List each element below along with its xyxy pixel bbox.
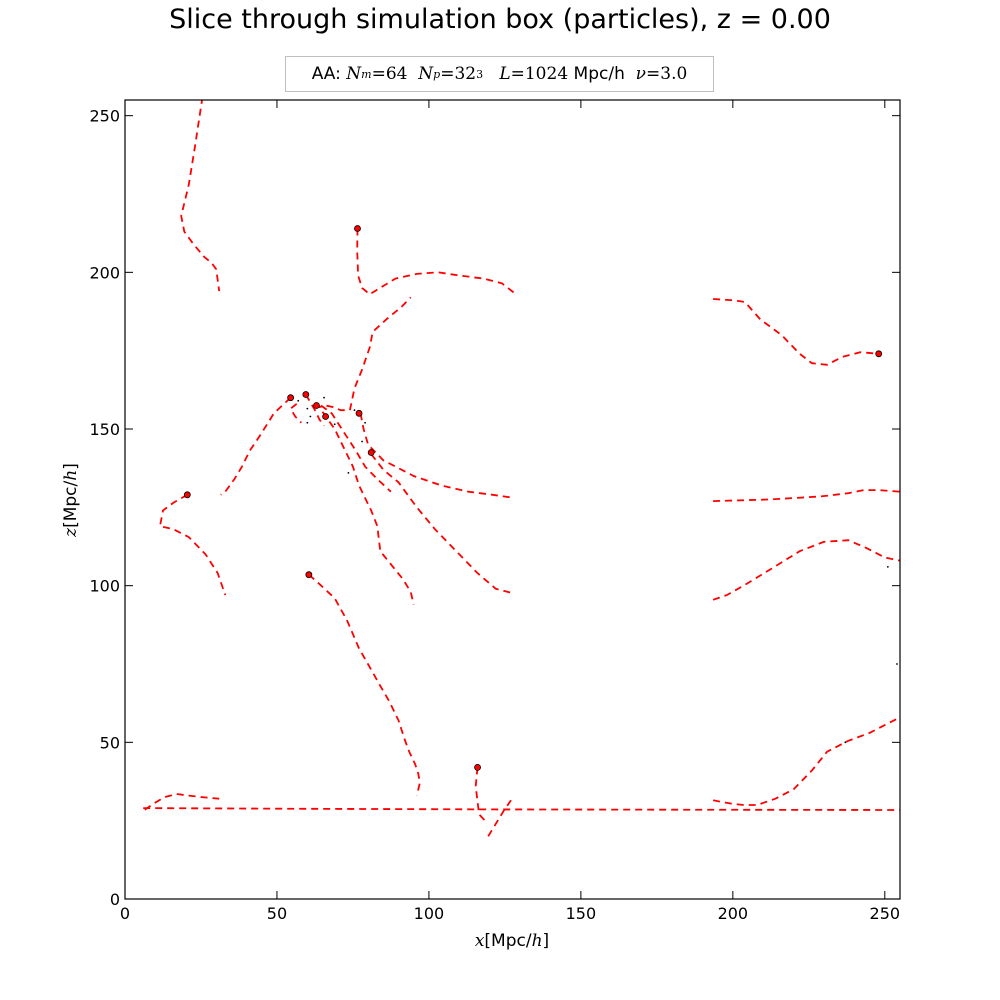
small-dot-6 xyxy=(353,409,356,412)
particle-marker-5 xyxy=(355,409,363,417)
trajectory-line-7 xyxy=(320,404,392,493)
trajectory-line-15 xyxy=(474,767,486,822)
y-tick-label-4: 200 xyxy=(89,263,120,282)
small-dot-3 xyxy=(309,415,312,418)
small-particle-dots xyxy=(297,396,898,744)
small-dot-0 xyxy=(297,399,300,402)
particle-marker-3 xyxy=(302,391,310,398)
y-axis-label: z[Mpc/h] xyxy=(61,463,81,538)
trajectory-line-14 xyxy=(143,807,900,811)
trajectory-line-8 xyxy=(321,411,415,605)
small-dot-7 xyxy=(364,421,366,424)
y-tick-label-2: 100 xyxy=(89,577,120,596)
plot-background xyxy=(125,100,900,899)
particle-marker-6 xyxy=(322,413,329,420)
trajectory-line-1 xyxy=(356,228,515,296)
l-label: L xyxy=(499,64,511,84)
small-dot-10 xyxy=(886,565,889,568)
y-tick-label-3: 150 xyxy=(89,420,120,439)
y-tick-label-5: 250 xyxy=(89,107,120,126)
np-label: N xyxy=(418,64,434,84)
particle-marker-2 xyxy=(287,394,295,402)
trajectory-line-3 xyxy=(305,394,325,427)
particle-marker-1 xyxy=(875,350,883,358)
trajectory-line-9 xyxy=(359,413,515,499)
nu-label: ν xyxy=(635,64,647,84)
particle-marker-9 xyxy=(305,571,313,579)
small-dot-2 xyxy=(323,396,325,399)
nm-sub: m xyxy=(361,67,372,81)
small-dot-5 xyxy=(333,423,336,426)
np-sup: 3 xyxy=(476,67,484,81)
particle-marker-8 xyxy=(183,491,191,499)
info-prefix: AA: xyxy=(311,64,341,84)
x-tick-label-1: 50 xyxy=(267,904,287,923)
x-tick-label-2: 100 xyxy=(414,904,445,923)
nm-label: N xyxy=(346,64,362,84)
chart-title: Slice through simulation box (particles)… xyxy=(169,4,831,35)
trajectory-line-20 xyxy=(713,298,879,366)
x-tick-label-0: 0 xyxy=(120,904,130,923)
trajectory-line-0 xyxy=(180,100,221,292)
particle-marker-4 xyxy=(313,402,320,409)
trajectory-line-10 xyxy=(370,453,515,595)
plot-frame xyxy=(124,99,901,900)
l-unit: Mpc/h xyxy=(573,64,625,84)
small-dot-4 xyxy=(306,421,309,424)
small-dot-9 xyxy=(347,471,350,474)
small-dot-11 xyxy=(896,663,898,665)
y-tick-label-1: 50 xyxy=(100,733,120,752)
x-axis-ticks: 0 50 100 150 200 250 xyxy=(120,100,900,923)
trajectory-line-18 xyxy=(712,539,900,601)
trajectory-line-5 xyxy=(349,296,412,411)
l-value: =1024 xyxy=(510,64,569,84)
np-sub: p xyxy=(433,67,441,81)
x-tick-label-3: 150 xyxy=(566,904,597,923)
particle-markers xyxy=(183,225,883,771)
nm-value: =64 xyxy=(371,64,408,84)
trajectory-line-19 xyxy=(713,489,900,502)
particle-marker-10 xyxy=(474,764,481,771)
particle-marker-0 xyxy=(354,225,361,232)
small-dot-8 xyxy=(361,440,363,443)
x-axis-label: x[Mpc/h] xyxy=(475,931,549,951)
trajectory-line-11 xyxy=(158,494,227,596)
small-dot-12 xyxy=(844,741,847,744)
trajectory-line-17 xyxy=(712,716,900,806)
trajectory-line-13 xyxy=(144,793,220,811)
x-tick-label-4: 200 xyxy=(718,904,749,923)
trajectory-line-6 xyxy=(220,397,292,496)
x-tick-label-5: 250 xyxy=(870,904,901,923)
trajectory-lines xyxy=(143,100,900,837)
y-tick-label-0: 0 xyxy=(110,890,120,909)
particle-marker-7 xyxy=(367,449,375,456)
nu-value: =3.0 xyxy=(646,64,688,84)
y-axis-ticks: 0 50 100 150 200 250 xyxy=(89,107,900,909)
small-dot-1 xyxy=(306,407,309,410)
trajectory-line-2 xyxy=(289,403,302,424)
np-value: =32 xyxy=(440,64,477,84)
